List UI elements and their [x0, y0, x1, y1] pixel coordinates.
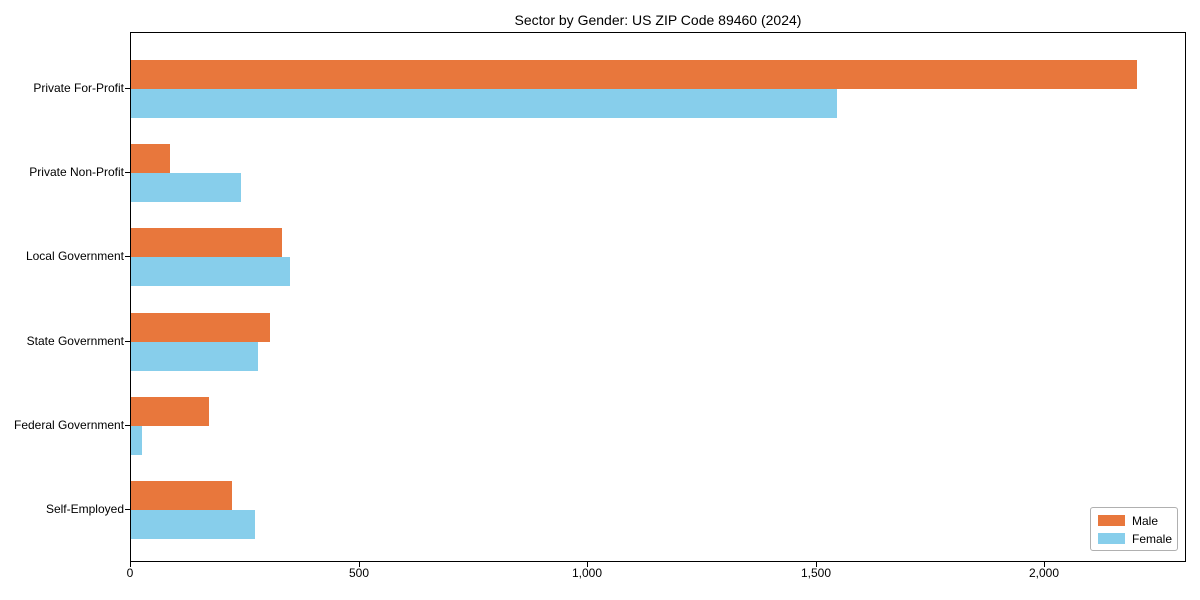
ytick-mark — [125, 88, 130, 89]
bar-male-self-employed — [131, 481, 232, 510]
ytick-label-federal-government: Federal Government — [14, 418, 125, 432]
ytick-mark — [125, 425, 130, 426]
legend-item-male: Male — [1098, 513, 1170, 528]
xtick-mark — [816, 562, 817, 567]
xtick-label-0: 0 — [126, 566, 134, 580]
ytick-label-state-government: State Government — [26, 334, 124, 348]
plot-area — [130, 32, 1186, 562]
bar-female-private-non-profit — [131, 173, 241, 202]
ytick-mark — [125, 256, 130, 257]
xtick-mark — [1044, 562, 1045, 567]
xtick-label-1-500: 1,500 — [800, 566, 832, 580]
chart-title: Sector by Gender: US ZIP Code 89460 (202… — [514, 12, 802, 28]
ytick-label-local-government: Local Government — [25, 249, 124, 263]
ytick-mark — [125, 341, 130, 342]
bar-male-private-non-profit — [131, 144, 170, 173]
bar-male-state-government — [131, 313, 270, 342]
bar-female-private-for-profit — [131, 89, 837, 118]
male-series-swatch — [1098, 515, 1125, 526]
bar-female-federal-government — [131, 426, 142, 455]
female-series-swatch — [1098, 533, 1125, 544]
bar-female-local-government — [131, 257, 290, 286]
xtick-label-500: 500 — [348, 566, 370, 580]
legend: Male Female — [1090, 507, 1178, 551]
bar-female-self-employed — [131, 510, 255, 539]
legend-item-female: Female — [1098, 531, 1173, 546]
bar-male-private-for-profit — [131, 60, 1137, 89]
ytick-label-self-employed: Self-Employed — [45, 502, 124, 516]
bar-female-state-government — [131, 342, 258, 371]
ytick-mark — [125, 172, 130, 173]
ytick-label-private-non-profit: Private Non-Profit — [29, 165, 124, 179]
ytick-label-private-for-profit: Private For-Profit — [33, 81, 124, 95]
bar-male-federal-government — [131, 397, 209, 426]
legend-label-male: Male — [1132, 513, 1159, 528]
xtick-mark — [130, 562, 131, 567]
xtick-mark — [359, 562, 360, 567]
xtick-mark — [587, 562, 588, 567]
ytick-mark — [125, 509, 130, 510]
xtick-label-2-000: 2,000 — [1028, 566, 1060, 580]
legend-label-female: Female — [1132, 531, 1173, 546]
xtick-label-1-000: 1,000 — [571, 566, 603, 580]
bar-male-local-government — [131, 228, 282, 257]
